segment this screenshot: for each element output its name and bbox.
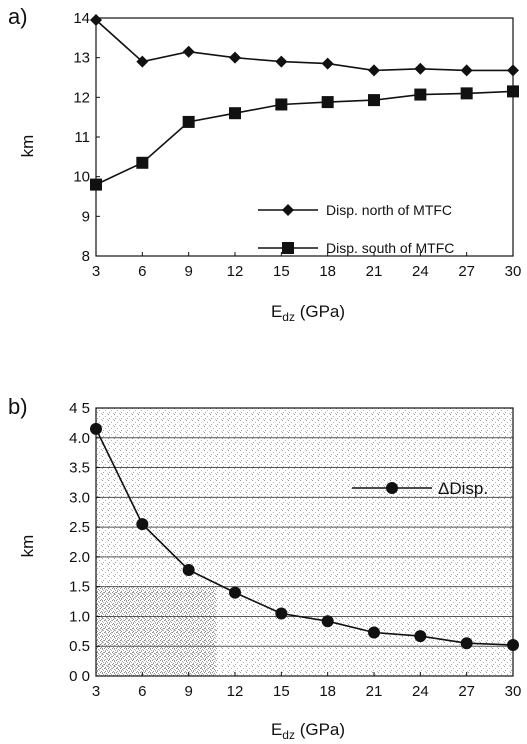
- y-tick-label: 3.5: [69, 460, 90, 477]
- panel-b-y-axis-title: km: [18, 535, 37, 558]
- panel-b-series: [90, 422, 519, 652]
- x-tick-label: 21: [366, 263, 383, 280]
- data-point-square: [368, 94, 380, 107]
- data-point-diamond: [182, 45, 195, 58]
- panel-b-speckle-lower: [96, 586, 216, 676]
- data-point-circle: [507, 639, 519, 652]
- y-tick-label: 11: [74, 129, 90, 146]
- x-tick-label: 27: [458, 683, 475, 700]
- panel-a-series: [90, 13, 519, 191]
- y-tick-label: 0.5: [69, 638, 90, 655]
- x-tick-label: 6: [138, 683, 146, 700]
- panel-a-legend: Disp. north of MTFC Disp. south of MTFC: [258, 202, 454, 256]
- data-point-diamond: [368, 64, 380, 77]
- y-tick-label: 1.5: [69, 579, 90, 596]
- data-point-diamond: [414, 62, 427, 75]
- x-tick-label: 9: [184, 263, 192, 280]
- y-tick-label: 3.0: [69, 489, 90, 506]
- data-point-square: [229, 107, 241, 120]
- y-tick-label: 13: [73, 50, 90, 67]
- data-point-square: [136, 156, 149, 169]
- data-point-square: [321, 96, 334, 109]
- data-point-circle: [229, 586, 241, 599]
- x-tick-label: 15: [273, 683, 290, 700]
- panel-a-label: a): [8, 4, 28, 29]
- y-tick-label: 10: [73, 169, 90, 186]
- data-point-square: [507, 85, 519, 98]
- y-tick-label: 1.0: [69, 608, 90, 625]
- x-tick-label: 12: [227, 263, 244, 280]
- data-point-circle: [275, 607, 288, 620]
- data-point-square: [275, 98, 288, 111]
- x-tick-label: 3: [92, 683, 100, 700]
- x-tick-label: 21: [366, 683, 383, 700]
- panel-b-chart: b) km 0 0 0.5 1.0 1.5 2.0 2.5 3.0 3.5 4.0 4 5 3 6 9…: [8, 394, 521, 742]
- data-point-circle: [182, 563, 195, 576]
- panel-b-legend: ΔDisp.: [352, 479, 488, 498]
- y-tick-label: 2.0: [69, 549, 90, 566]
- data-point-square: [460, 87, 473, 100]
- legend-square-marker: [282, 242, 294, 254]
- data-point-circle: [321, 615, 334, 628]
- y-tick-label: 0 0: [69, 668, 90, 685]
- panel-a-x-axis-title: Edz (GPa): [271, 302, 345, 324]
- y-tick-label: 4 5: [69, 400, 90, 417]
- panel-a-plot-frame: [95, 17, 514, 257]
- data-point-circle: [136, 518, 149, 531]
- legend-north-label: Disp. north of MTFC: [326, 202, 452, 218]
- x-tick-label: 30: [505, 263, 522, 280]
- legend-circle-marker: [386, 482, 398, 494]
- series-line: [95, 428, 514, 646]
- x-tick-label: 3: [92, 263, 100, 280]
- data-point-square: [90, 178, 102, 191]
- panel-b-plot-frame: [95, 407, 514, 677]
- x-tick-label: 18: [319, 683, 336, 700]
- data-point-diamond: [90, 13, 102, 26]
- data-point-circle: [414, 630, 427, 643]
- data-point-circle: [368, 626, 380, 639]
- x-tick-label: 24: [412, 683, 429, 700]
- x-tick-label: 30: [505, 683, 522, 700]
- data-point-diamond: [229, 51, 241, 64]
- data-point-diamond: [460, 64, 473, 77]
- y-tick-label: 12: [73, 89, 90, 106]
- x-tick-label: 6: [138, 263, 146, 280]
- x-tick-label: 9: [184, 683, 192, 700]
- y-tick-label: 14: [73, 10, 90, 27]
- panel-b-gridlines: [96, 437, 513, 647]
- series-line: [95, 19, 513, 72]
- panel-a-chart: a) km 8 9 10 11 12 13 14 3 6 9 12 15 18 21 24 27 30 Dis…: [8, 4, 521, 324]
- data-point-circle: [90, 422, 102, 435]
- panel-a-x-ticks: 3 6 9 12 15 18 21 24 27 30: [92, 252, 522, 280]
- data-point-square: [414, 88, 427, 101]
- panel-b-x-axis-title: Edz (GPa): [271, 720, 345, 742]
- panel-b-label: b): [8, 394, 28, 419]
- x-tick-label: 15: [273, 263, 290, 280]
- series-line: [95, 90, 514, 186]
- data-point-diamond: [136, 55, 149, 68]
- data-point-diamond: [275, 55, 288, 68]
- y-tick-label: 2.5: [69, 519, 90, 536]
- data-point-square: [182, 115, 195, 128]
- y-tick-label: 9: [82, 208, 90, 225]
- panel-a-y-ticks: 8 9 10 11 12 13 14: [73, 10, 100, 265]
- y-tick-label: 4.0: [69, 430, 90, 447]
- legend-diamond-marker: [282, 204, 294, 216]
- data-point-circle: [460, 637, 473, 650]
- panel-b-x-ticks: 3 6 9 12 15 18 21 24 27 30: [92, 672, 522, 700]
- x-tick-label: 24: [412, 263, 429, 280]
- x-tick-label: 27: [458, 263, 475, 280]
- legend-delta-disp-label: ΔDisp.: [438, 479, 488, 498]
- panel-b-y-ticks: 0 0 0.5 1.0 1.5 2.0 2.5 3.0 3.5 4.0 4 5: [69, 400, 100, 685]
- x-tick-label: 18: [319, 263, 336, 280]
- legend-south-label: Disp. south of MTFC: [326, 240, 454, 256]
- panel-a-y-axis-title: km: [18, 135, 37, 158]
- x-tick-label: 12: [227, 683, 244, 700]
- data-point-diamond: [321, 57, 334, 70]
- y-tick-label: 8: [82, 248, 90, 265]
- data-point-diamond: [507, 64, 519, 77]
